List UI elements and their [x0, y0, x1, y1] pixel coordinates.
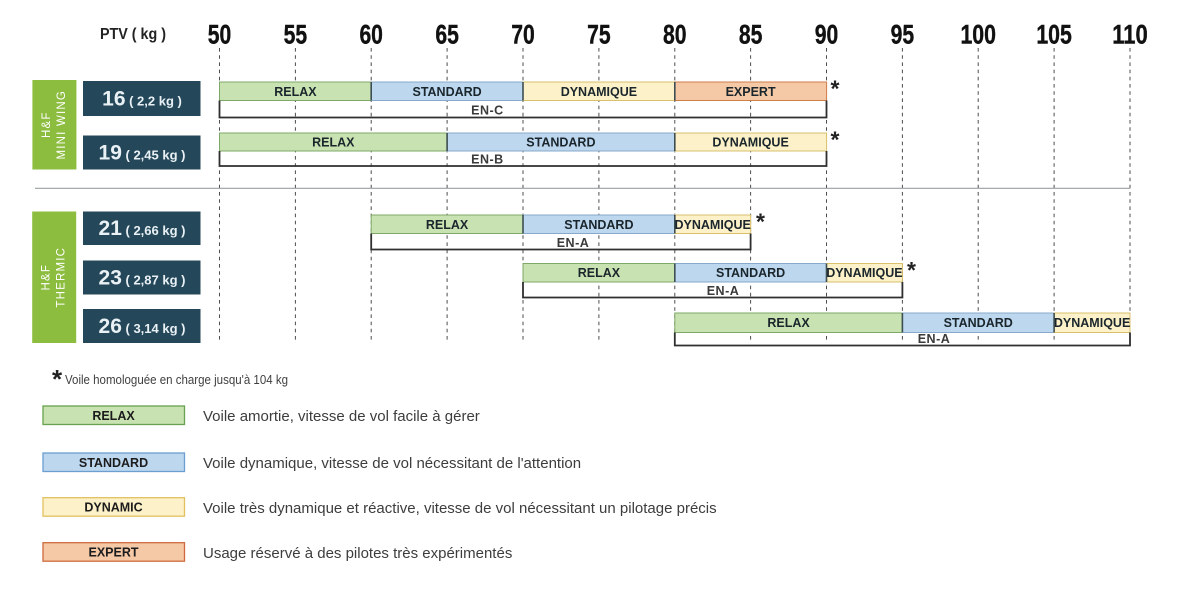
svg-text:*: * — [756, 209, 765, 235]
svg-text:105: 105 — [1036, 20, 1072, 50]
svg-text:RELAX: RELAX — [767, 316, 810, 330]
svg-text:Voile amortie, vitesse de vol: Voile amortie, vitesse de vol facile à g… — [203, 408, 480, 425]
svg-text:DYNAMIQUE: DYNAMIQUE — [1054, 316, 1130, 330]
svg-text:EN-A: EN-A — [918, 332, 951, 346]
svg-text:50: 50 — [208, 20, 232, 50]
svg-text:Voile très dynamique et réacti: Voile très dynamique et réactive, vitess… — [203, 500, 717, 517]
svg-text:*: * — [831, 127, 840, 153]
svg-text:STANDARD: STANDARD — [944, 316, 1013, 330]
svg-text:21 ( 2,66 kg ): 21 ( 2,66 kg ) — [99, 217, 186, 240]
svg-text:STANDARD: STANDARD — [716, 266, 785, 280]
svg-text:EN-C: EN-C — [471, 104, 504, 118]
svg-text:MINI WING: MINI WING — [56, 90, 68, 160]
svg-text:STANDARD: STANDARD — [412, 85, 481, 99]
svg-text:70: 70 — [511, 20, 535, 50]
svg-text:EXPERT: EXPERT — [726, 85, 776, 99]
svg-text:60: 60 — [359, 20, 383, 50]
svg-text:EN-B: EN-B — [471, 153, 504, 167]
svg-text:100: 100 — [960, 20, 996, 50]
svg-text:*: * — [907, 257, 916, 283]
svg-text:THERMIC: THERMIC — [56, 247, 68, 308]
svg-text:65: 65 — [435, 20, 459, 50]
svg-text:RELAX: RELAX — [312, 136, 355, 150]
svg-text:95: 95 — [891, 20, 915, 50]
svg-text:*: * — [831, 76, 840, 102]
svg-text:DYNAMIQUE: DYNAMIQUE — [712, 136, 788, 150]
svg-text:75: 75 — [587, 20, 611, 50]
svg-text:55: 55 — [284, 20, 308, 50]
svg-text:STANDARD: STANDARD — [526, 136, 595, 150]
svg-text:PTV ( kg ): PTV ( kg ) — [100, 26, 166, 43]
svg-text:EN-A: EN-A — [557, 236, 590, 250]
svg-text:85: 85 — [739, 20, 763, 50]
svg-text:19 ( 2,45 kg ): 19 ( 2,45 kg ) — [99, 142, 186, 165]
svg-text:DYNAMIQUE: DYNAMIQUE — [674, 218, 750, 232]
svg-text:H&F: H&F — [41, 264, 53, 291]
svg-text:RELAX: RELAX — [578, 266, 621, 280]
svg-text:90: 90 — [815, 20, 839, 50]
svg-text:Voile homologuée en charge jus: Voile homologuée en charge jusqu'à 104 k… — [65, 373, 288, 387]
svg-text:Voile dynamique, vitesse de vo: Voile dynamique, vitesse de vol nécessit… — [203, 455, 581, 472]
svg-text:STANDARD: STANDARD — [564, 218, 633, 232]
svg-text:DYNAMIQUE: DYNAMIQUE — [561, 85, 637, 99]
svg-text:110: 110 — [1112, 20, 1148, 50]
svg-text:*: * — [52, 364, 63, 394]
svg-text:DYNAMIQUE: DYNAMIQUE — [826, 266, 902, 280]
svg-text:26 ( 3,14 kg ): 26 ( 3,14 kg ) — [99, 315, 186, 338]
svg-text:H&F: H&F — [41, 111, 53, 138]
svg-text:DYNAMIC: DYNAMIC — [84, 501, 142, 515]
svg-text:23 ( 2,87 kg ): 23 ( 2,87 kg ) — [99, 267, 186, 290]
svg-text:Usage réservé à des pilotes tr: Usage réservé à des pilotes très expérim… — [203, 545, 512, 562]
svg-text:STANDARD: STANDARD — [79, 456, 148, 470]
svg-text:EXPERT: EXPERT — [88, 546, 138, 560]
svg-text:RELAX: RELAX — [426, 218, 469, 232]
svg-text:EN-A: EN-A — [707, 284, 740, 298]
svg-text:RELAX: RELAX — [92, 409, 135, 423]
svg-text:16 ( 2,2 kg ): 16 ( 2,2 kg ) — [102, 88, 182, 111]
svg-text:RELAX: RELAX — [274, 85, 317, 99]
svg-text:80: 80 — [663, 20, 687, 50]
